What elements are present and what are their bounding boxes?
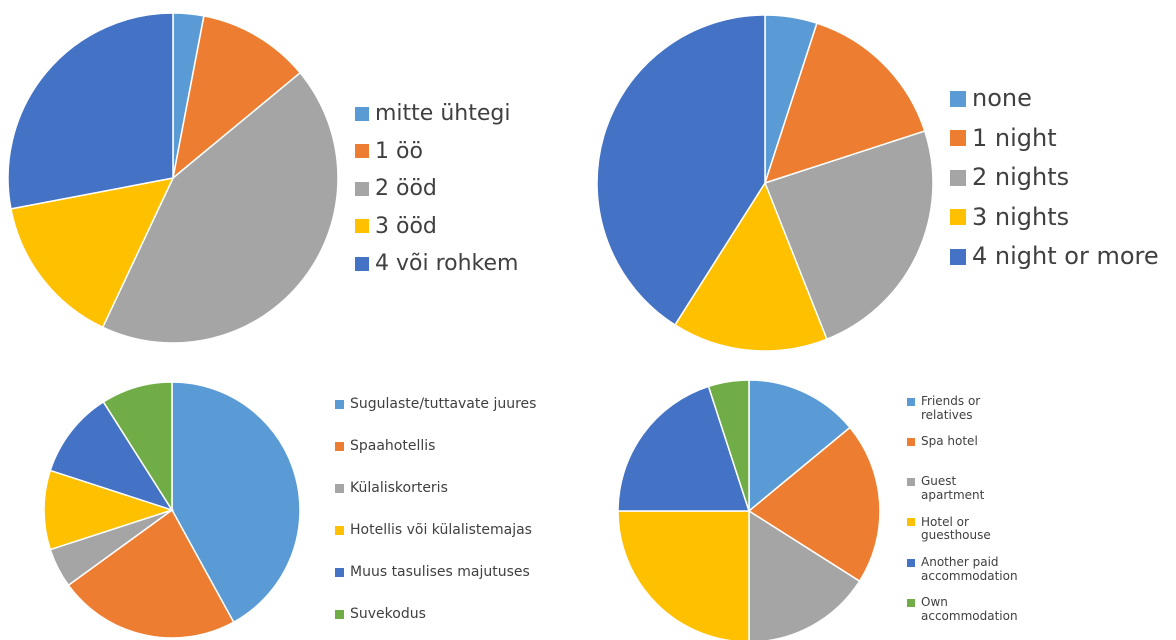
pie-slice — [617, 510, 750, 640]
legend-swatch — [355, 219, 369, 234]
legend-item: Hotel or guesthouse — [907, 514, 1022, 544]
pie-slice — [707, 379, 750, 512]
legend-swatch — [950, 130, 966, 147]
legend-item: 2 nights — [950, 163, 1176, 192]
legend-label: mitte ühtegi — [375, 101, 511, 126]
legend-label: 4 night or more — [972, 242, 1159, 270]
legend-label: Spa hotel — [921, 434, 978, 449]
legend-label: 1 öö — [375, 138, 423, 164]
legend-label: Hotel or guesthouse — [921, 514, 991, 543]
legend-label: Sugulaste/tuttavate juures — [350, 396, 537, 412]
pie-slice — [596, 14, 766, 326]
legend-item: Sugulaste/tuttavate juures — [335, 396, 595, 412]
legend-label: Suvekodus — [350, 606, 426, 622]
pie-slice — [673, 181, 828, 352]
legend-swatch — [950, 90, 966, 107]
legend-item: 3 nights — [950, 202, 1176, 232]
legend-swatch — [907, 598, 915, 607]
legend-label: Own accommodation — [921, 595, 1018, 623]
pie-slice — [101, 71, 339, 344]
legend-item: 2 ööd — [355, 176, 605, 201]
legend-item: Spa hotel — [907, 434, 1022, 449]
legend-swatch — [335, 441, 344, 451]
legend-item: Külaliskorteris — [335, 480, 595, 496]
legend-item: Suvekodus — [335, 606, 595, 622]
legend-swatch — [335, 399, 344, 409]
legend-item: 1 öö — [355, 139, 605, 164]
legend-item: Hotellis või külalistemajas — [335, 522, 595, 538]
legend-label: Friends or relatives — [921, 394, 981, 422]
legend-item: Another paid accommodation — [907, 554, 1022, 584]
legend-label: none — [972, 84, 1032, 112]
pie-slice — [171, 381, 301, 624]
legend-label: Another paid accommodation — [921, 554, 1018, 583]
legend-swatch — [355, 256, 369, 271]
legend-item: 3 ööd — [355, 214, 605, 239]
legend-label: Muus tasulises majutuses — [350, 564, 530, 580]
legend-swatch — [907, 558, 915, 567]
legend-swatch — [355, 181, 369, 196]
legend-swatch — [907, 438, 915, 447]
legend-item: Spaahotellis — [335, 438, 595, 454]
pie-slice — [49, 400, 174, 512]
legend-label: 4 või rohkem — [375, 251, 519, 276]
legend-label: 2 ööd — [375, 176, 437, 201]
legend-swatch — [950, 209, 966, 226]
legend-swatch — [950, 169, 966, 186]
pie-slice — [43, 469, 175, 551]
legend-item: Friends or relatives — [907, 394, 1022, 423]
legend-label: Külaliskorteris — [350, 480, 448, 496]
legend-label: 1 night — [972, 123, 1057, 152]
legend-swatch — [335, 609, 344, 619]
pie-slice — [7, 12, 174, 210]
legend-swatch — [950, 248, 966, 265]
legend-item: Own accommodation — [907, 595, 1022, 624]
pie-slice — [763, 22, 926, 185]
legend-item: mitte ühtegi — [355, 101, 605, 126]
pie-slice — [617, 385, 751, 512]
pie-slice — [102, 381, 173, 513]
legend-item: Muus tasulises majutuses — [335, 564, 595, 580]
legend-item: Guest apartment — [907, 475, 1022, 503]
legend-swatch — [907, 397, 915, 406]
legend-label: 2 nights — [972, 163, 1070, 191]
legend-swatch — [355, 106, 369, 121]
legend-item: 1 night — [950, 123, 1176, 153]
pie-slice — [747, 426, 881, 583]
pie-slice — [171, 15, 302, 180]
legend-label: 3 ööd — [375, 213, 437, 239]
legend-label: 3 nights — [972, 202, 1070, 231]
legend-label: Hotellis või külalistemajas — [350, 522, 532, 538]
pie-slice — [10, 176, 175, 329]
pie-slice — [67, 508, 235, 639]
legend-swatch — [335, 525, 344, 535]
legend-item: 4 või rohkem — [355, 251, 605, 276]
legend-swatch — [907, 518, 915, 527]
pie-slice — [748, 379, 851, 513]
legend-item: none — [950, 84, 1176, 113]
legend-item: 4 night or more — [950, 242, 1176, 271]
legend-swatch — [907, 478, 915, 487]
legend-label: Spaahotellis — [350, 438, 436, 454]
legend-label: Guest apartment — [921, 474, 985, 503]
pie-slice — [748, 509, 861, 640]
legend-swatch — [335, 567, 344, 577]
legend-swatch — [355, 144, 369, 159]
legend-swatch — [335, 483, 344, 493]
